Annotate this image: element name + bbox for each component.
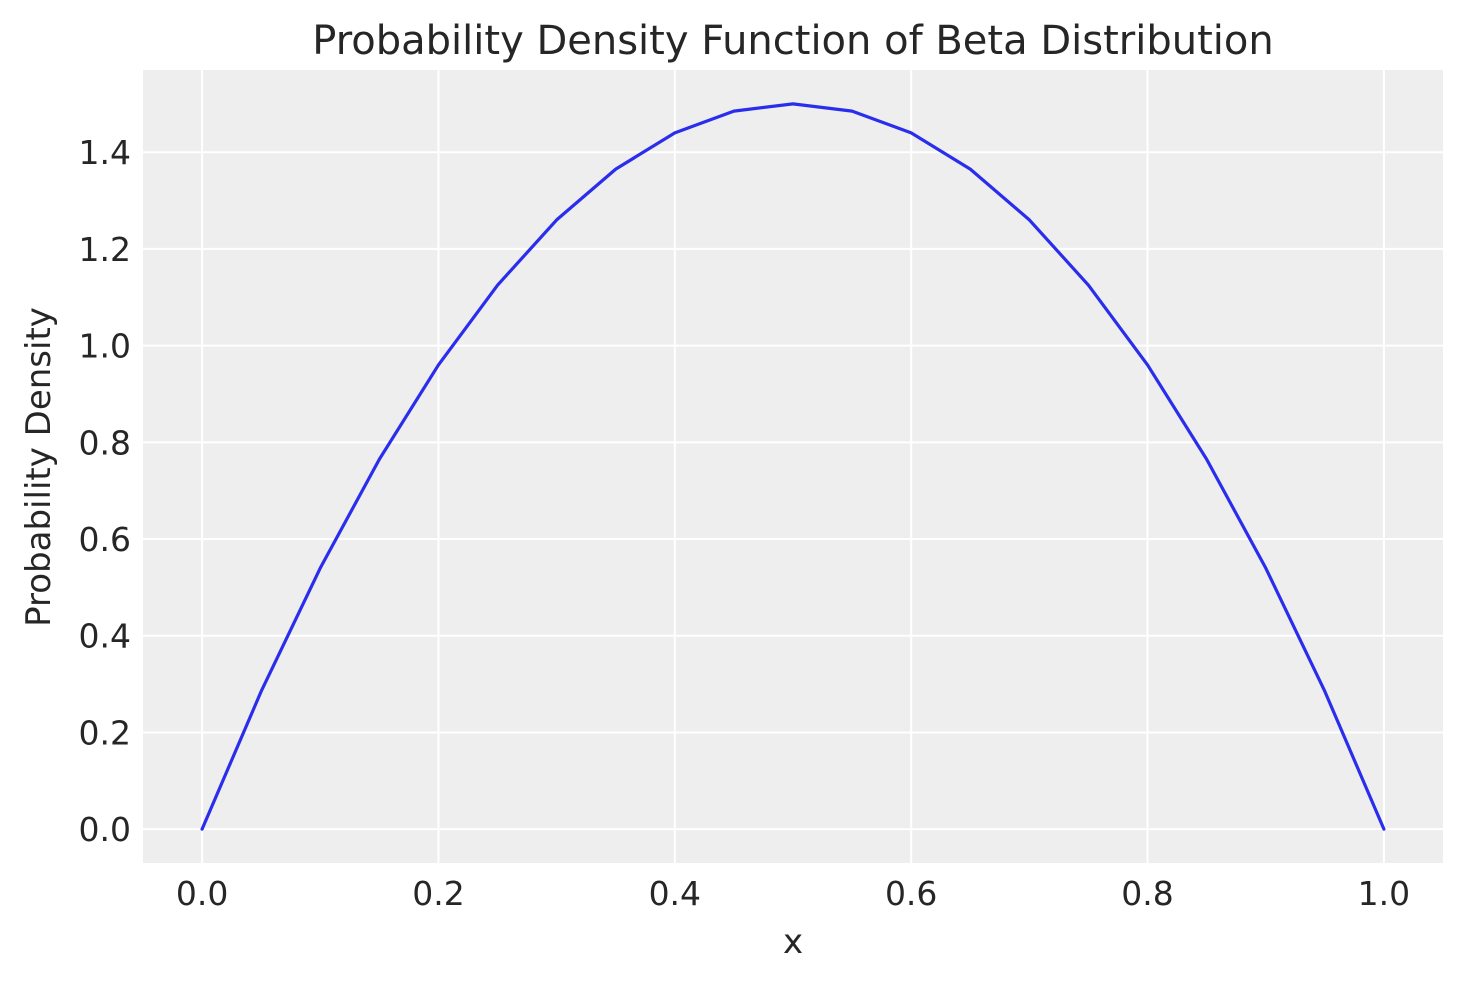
series-layer [200, 102, 1386, 831]
y-axis-label: Probability Density [19, 307, 59, 627]
y-tick-label: 1.2 [79, 230, 131, 269]
x-tick-label: 0.8 [1121, 874, 1173, 913]
y-tick-label: 0.2 [79, 713, 131, 752]
y-tick-label: 1.4 [79, 133, 131, 172]
y-tick-label: 0.8 [79, 423, 131, 462]
x-tick-label: 0.4 [649, 874, 701, 913]
x-tick-label: 1.0 [1358, 874, 1410, 913]
x-tick-label: 0.0 [176, 874, 228, 913]
x-axis-label: x [783, 922, 803, 962]
x-tick-labels: 0.0 0.2 0.4 0.6 0.8 1.0 [176, 874, 1410, 913]
grid-layer [143, 70, 1443, 863]
plot-background [143, 70, 1443, 863]
y-tick-label: 1.0 [79, 327, 131, 366]
series-line [200, 102, 1386, 831]
chart-title: Probability Density Function of Beta Dis… [312, 18, 1273, 64]
x-tick-label: 0.2 [412, 874, 464, 913]
y-tick-label: 0.6 [79, 520, 131, 559]
y-tick-label: 0.4 [79, 617, 131, 656]
y-tick-labels: 0.0 0.2 0.4 0.6 0.8 1.0 1.2 1.4 [79, 133, 131, 849]
x-tick-label: 0.6 [885, 874, 937, 913]
y-tick-label: 0.0 [79, 810, 131, 849]
